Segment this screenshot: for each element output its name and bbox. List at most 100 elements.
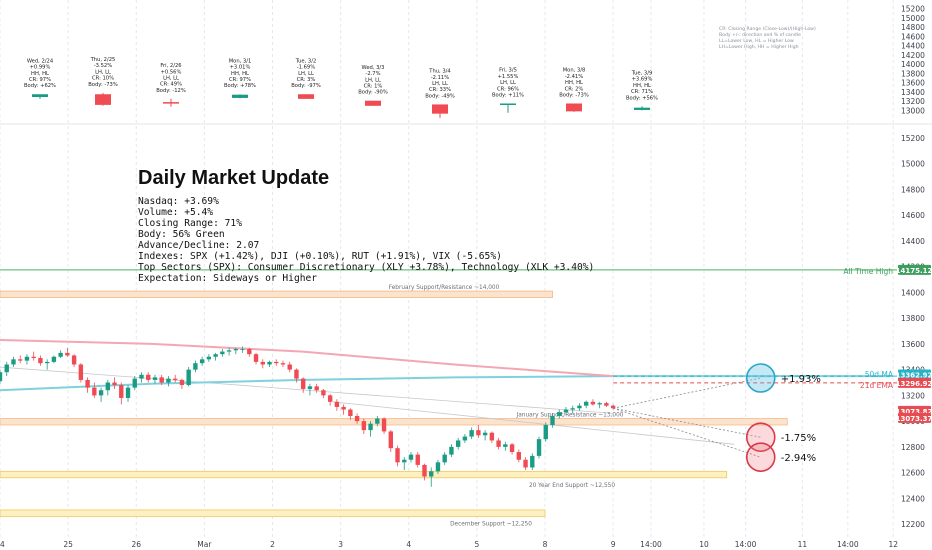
projection-path [613,407,761,438]
price-axis-tick-label: 14800 [901,185,925,194]
summary-candle-label: LH, LL [365,77,381,83]
summary-candle-label: +0.56% [161,69,182,75]
candle-body [590,401,596,405]
price-axis-tick-label: 12600 [901,469,925,478]
summary-candle-label: Fri, 3/5 [499,68,517,74]
ema-21d-line [0,339,614,378]
info-title: Daily Market Update [138,167,330,189]
candle-body [220,351,225,355]
candle-body [455,440,461,447]
summary-candle-label: -1.69% [297,65,315,71]
candle-body [402,459,407,463]
candle-body [563,409,569,413]
candle-body [314,386,319,391]
summary-candle-label: Body: +11% [492,92,524,98]
summary-candle-label: Fri, 2/26 [160,63,181,69]
summary-candle-body [163,102,179,104]
candle-body [92,387,97,396]
price-tag-label: 13073.82 [896,408,932,416]
summary-candle-body [500,103,516,105]
upper-axis-tick-label: 15000 [901,14,925,23]
time-axis-tick-label: 9 [611,540,616,549]
upper-axis-tick-label: 13400 [901,88,925,97]
candle-body [85,379,90,388]
summary-candle-label: LH, LL [95,69,111,75]
upper-axis-tick-label: 14000 [901,60,925,69]
legend-note-line: LH=Lower High, HH = Higher High [719,44,799,50]
summary-candle-label: Body: -49% [425,93,455,99]
time-axis-tick-label: 14:00 [837,540,859,549]
projection-circle [745,442,776,472]
candle-body [166,378,171,383]
candle-body [327,395,333,402]
upper-axis-tick-label: 13800 [901,69,925,78]
price-axis-tick-label: 12800 [901,443,925,452]
summary-candle-label: Body: -73% [559,92,589,98]
candle-body [213,354,218,357]
price-axis-tick-label: 14600 [901,211,925,220]
candle-body [260,361,265,365]
candle-body [301,378,306,389]
price-tag [898,264,931,275]
candle-body [570,408,575,410]
candle-body [503,444,508,447]
candle-body [610,405,616,409]
summary-candle-label: Mon, 3/1 [229,58,252,64]
candle-body [18,359,23,361]
candle-body [469,430,474,437]
candle-body [462,436,468,441]
candle-body [240,349,245,350]
summary-candle-label: Body: +62% [24,83,56,89]
info-line-expectation: Expectation: Sideways or Higher [138,273,318,284]
candle-body [422,464,427,477]
candle-body [0,372,3,382]
time-axis-tick-label: 11 [798,540,808,549]
all-time-high-label: All Time High [843,267,893,276]
summary-candle-label: CR: 71% [631,89,653,95]
summary-candle-label: Body: -12% [156,88,186,94]
summary-candle-label: Wed, 2/24 [27,58,54,64]
summary-candle-label: -2.41% [565,74,583,80]
time-axis-tick-label: 26 [131,540,141,549]
price-axis-tick-label: 13600 [901,340,925,349]
summary-candle-label: Body: +78% [224,83,256,89]
time-axis-tick-label: 25 [63,540,73,549]
candle-body [172,378,178,380]
upper-axis-tick-label: 13000 [901,106,925,115]
upper-axis-tick-label: 14800 [901,23,925,32]
candle-body [24,356,30,361]
upper-axis-tick-label: 13200 [901,97,925,106]
summary-candle-label: CR: 1% [364,84,383,90]
summary-candle-label: Body: -73% [88,82,118,88]
candle-body [307,386,313,389]
upper-axis-tick-label: 14200 [901,51,925,60]
projection-label: -1.75% [781,433,816,444]
candle-body [159,377,164,383]
time-axis-tick-label: 24 [0,540,5,549]
candle-body [550,415,555,425]
candle-body [476,430,481,436]
legend-note-line: Body +/-: direction and % of candle [719,32,801,38]
price-axis-tick-label: 12400 [901,494,925,503]
legend-note-line: CR: Closing Range (Close-Low)/(High-Low) [719,26,816,32]
candle-body [112,382,117,386]
time-axis-tick-label: 5 [474,540,479,549]
summary-candle-label: Wed, 3/3 [362,65,385,71]
candle-body [146,374,151,380]
candle-body [435,462,441,472]
summary-candle-body [566,103,582,112]
summary-candle-label: -2.7% [365,71,380,77]
candle-body [44,361,50,364]
candle-body [193,363,198,370]
february-support-zone [0,290,553,298]
upper-axis-tick-label: 14600 [901,32,925,41]
projection-label: +1.93% [781,374,821,385]
price-axis-tick-label: 13200 [901,391,925,400]
summary-candle-body [432,104,448,114]
candle-body [139,374,144,379]
info-line-nasdaq: Nasdaq: +3.69% [138,196,219,207]
time-axis-tick-label: 10 [699,540,709,549]
candle-body [415,454,420,465]
info-line-body: Body: 56% Green [138,229,225,240]
